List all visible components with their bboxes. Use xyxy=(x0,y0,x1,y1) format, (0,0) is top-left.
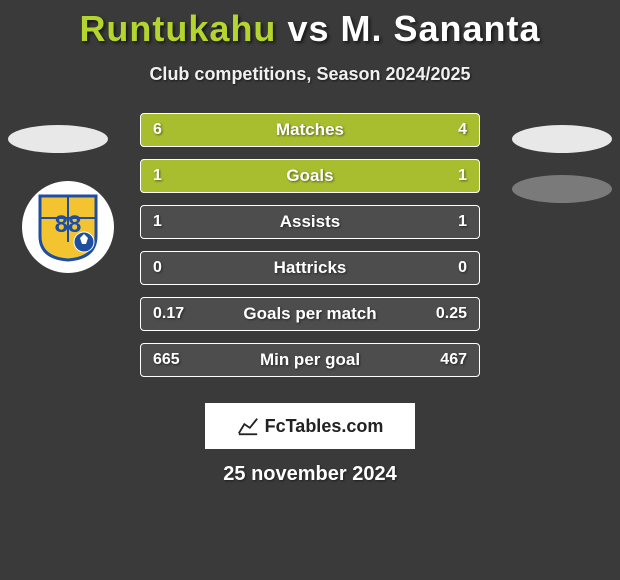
stat-label: Min per goal xyxy=(141,350,479,370)
stat-row: 1 Goals 1 xyxy=(140,159,480,193)
stat-row: 0.17 Goals per match 0.25 xyxy=(140,297,480,331)
stat-left-value: 0 xyxy=(153,259,162,277)
stat-right-value: 0.25 xyxy=(436,305,467,323)
stat-right-value: 467 xyxy=(440,351,467,369)
vs-text: vs xyxy=(287,8,329,49)
stat-left-value: 0.17 xyxy=(153,305,184,323)
date-text: 25 november 2024 xyxy=(0,463,620,486)
comparison-title: Runtukahu vs M. Sananta xyxy=(0,0,620,50)
stat-left-value: 1 xyxy=(153,167,162,185)
right-oval-2 xyxy=(512,175,612,203)
badge-number: 88 xyxy=(55,211,82,239)
stat-label: Hattricks xyxy=(141,258,479,278)
stat-label: Goals xyxy=(141,166,479,186)
right-oval-1 xyxy=(512,125,612,153)
stat-label: Goals per match xyxy=(141,304,479,324)
stat-rows: 6 Matches 4 1 Goals 1 1 Assists 1 0 Hatt… xyxy=(140,113,480,389)
player2-name: M. Sananta xyxy=(341,8,541,49)
stat-row: 6 Matches 4 xyxy=(140,113,480,147)
club-logo: 88 xyxy=(22,181,114,273)
player1-name: Runtukahu xyxy=(79,8,276,49)
right-side xyxy=(510,125,620,385)
stat-right-value: 0 xyxy=(458,259,467,277)
comparison-arena: 88 6 Matches 4 1 Goals 1 1 Assists 1 0 H… xyxy=(0,125,620,385)
stat-row: 665 Min per goal 467 xyxy=(140,343,480,377)
stat-left-value: 665 xyxy=(153,351,180,369)
subtitle: Club competitions, Season 2024/2025 xyxy=(0,64,620,85)
stat-right-value: 4 xyxy=(458,121,467,139)
brand-text: FcTables.com xyxy=(265,416,384,437)
stat-label: Matches xyxy=(141,120,479,140)
left-oval-1 xyxy=(8,125,108,153)
stat-row: 0 Hattricks 0 xyxy=(140,251,480,285)
left-side: 88 xyxy=(0,125,110,385)
footer-brand: FcTables.com xyxy=(205,403,415,449)
stat-label: Assists xyxy=(141,212,479,232)
stat-row: 1 Assists 1 xyxy=(140,205,480,239)
stat-right-value: 1 xyxy=(458,213,467,231)
stat-left-value: 6 xyxy=(153,121,162,139)
stat-left-value: 1 xyxy=(153,213,162,231)
chart-icon xyxy=(237,415,259,437)
stat-right-value: 1 xyxy=(458,167,467,185)
shield-icon: 88 xyxy=(36,192,100,262)
